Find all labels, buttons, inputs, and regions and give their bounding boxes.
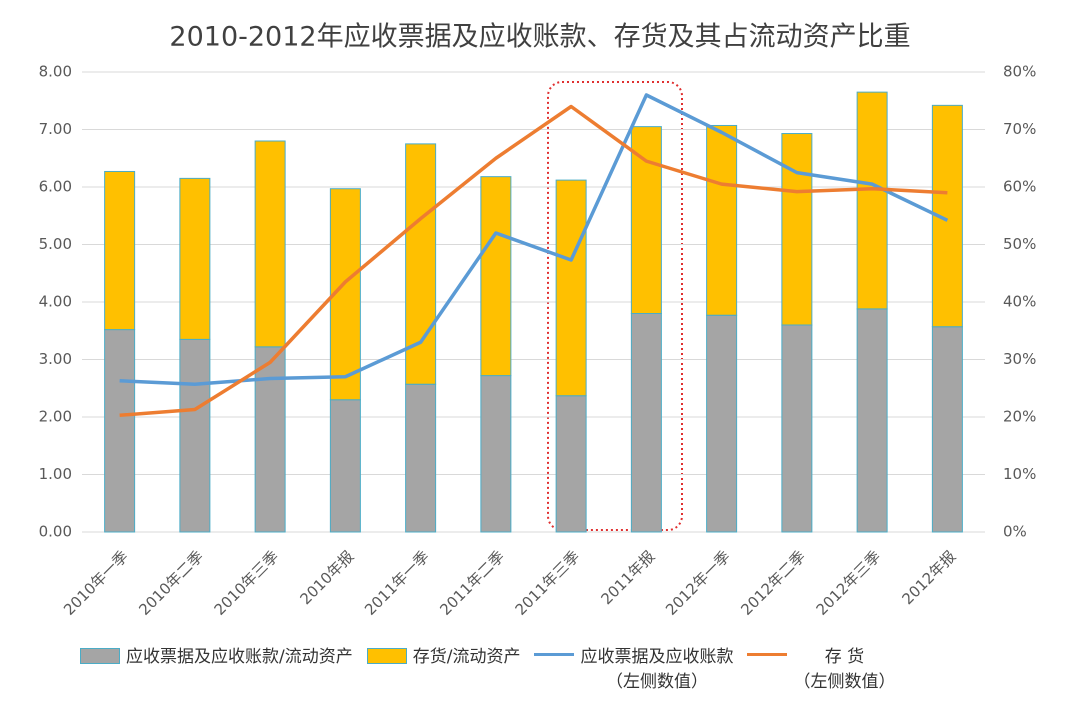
bar <box>179 338 211 533</box>
y2-tick-label: 30% <box>1003 350 1036 368</box>
y2-tick-label: 0% <box>1003 523 1027 541</box>
x-tick-label: 2012年二季 <box>737 547 809 619</box>
y2-tick-label: 80% <box>1003 63 1036 81</box>
bar <box>630 126 662 314</box>
grid <box>82 71 985 533</box>
legend-swatch <box>747 653 788 656</box>
x-tick-label: 2011年三季 <box>512 547 584 619</box>
bar <box>480 176 512 377</box>
bar <box>104 170 136 331</box>
chart-title: 2010-2012年应收票据及应收账款、存货及其占流动资产比重 <box>169 22 910 53</box>
y-tick-label: 3.00 <box>39 350 72 368</box>
bar <box>179 177 211 340</box>
bar <box>706 124 738 316</box>
bar <box>931 326 963 533</box>
x-tick-label: 2010年一季 <box>60 547 132 619</box>
x-tick-label: 2010年二季 <box>135 547 207 619</box>
y2-tick-label: 10% <box>1003 465 1036 483</box>
bar <box>480 375 512 533</box>
legend-swatch <box>80 648 120 664</box>
legend-item: 应收票据及应收账款/流动资产 <box>80 642 353 692</box>
bar <box>781 133 813 326</box>
y2-tick-label: 20% <box>1003 408 1036 426</box>
legend-item: 存货/流动资产 <box>366 642 521 692</box>
y-tick-label: 0.00 <box>39 523 72 541</box>
y-tick-label: 7.00 <box>39 120 72 138</box>
y2-tick-label: 40% <box>1003 293 1036 311</box>
chart: 2010-2012年应收票据及应收账款、存货及其占流动资产比重 0.00 1.00… <box>39 22 1037 619</box>
legend-swatch <box>366 648 407 664</box>
legend-label: 存货/流动资产 <box>412 647 521 667</box>
bar <box>706 314 738 533</box>
x-tick-label: 2011年报 <box>597 547 658 608</box>
x-tick-label: 2010年报 <box>296 547 357 608</box>
bar <box>104 329 136 533</box>
bar <box>856 308 888 533</box>
line <box>119 104 948 418</box>
legend-item: 应收票据及应收账款 （左侧数值） <box>534 642 733 692</box>
line <box>119 93 949 386</box>
bar <box>856 91 888 310</box>
bar <box>405 383 437 533</box>
bar <box>555 395 587 533</box>
y-tick-label: 1.00 <box>39 465 72 483</box>
y-tick-label: 6.00 <box>39 178 72 196</box>
bar <box>405 143 437 385</box>
bar <box>630 313 662 533</box>
legend-label: 应收票据及应收账款 （左侧数值） <box>580 647 734 692</box>
x-tick-label: 2011年二季 <box>436 547 508 619</box>
y-tick-label: 2.00 <box>39 408 72 426</box>
bar <box>781 324 813 533</box>
y2-tick-label: 70% <box>1003 120 1036 138</box>
x-tick-label: 2011年一季 <box>361 547 433 619</box>
bar <box>329 399 361 533</box>
y2-tick-label: 50% <box>1003 235 1036 253</box>
x-tick-label: 2012年报 <box>898 547 959 608</box>
bar <box>254 346 286 533</box>
x-tick-label: 2012年一季 <box>662 547 734 619</box>
legend-swatch <box>534 653 575 656</box>
x-tick-label: 2012年三季 <box>813 547 885 619</box>
legend: 应收票据及应收账款/流动资产 存货/流动资产 应收票据及应收账款 （左侧数值） 存 货… <box>80 642 1070 692</box>
legend-label: 应收票据及应收账款/流动资产 <box>126 647 353 667</box>
y-tick-label: 8.00 <box>39 63 72 81</box>
y2-tick-label: 60% <box>1003 178 1036 196</box>
legend-label: 存 货 （左侧数值） <box>793 647 896 692</box>
bar <box>254 140 286 348</box>
y-tick-label: 5.00 <box>39 235 72 253</box>
x-tick-label: 2010年三季 <box>211 547 283 619</box>
y-tick-label: 4.00 <box>39 293 72 311</box>
legend-item: 存 货 （左侧数值） <box>747 642 895 692</box>
bar <box>555 179 587 397</box>
